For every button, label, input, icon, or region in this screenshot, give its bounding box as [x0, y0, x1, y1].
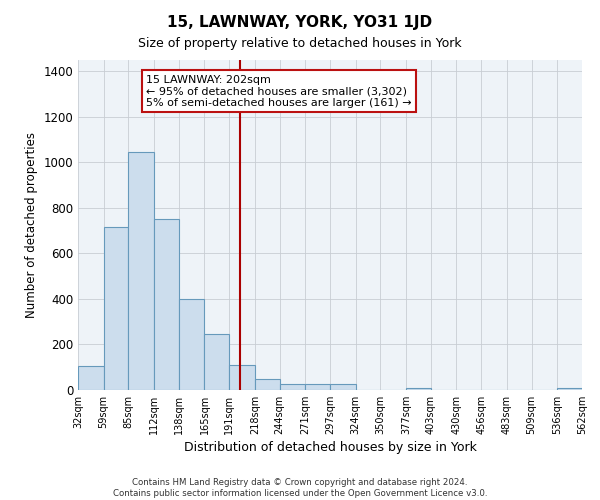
Text: Contains HM Land Registry data © Crown copyright and database right 2024.
Contai: Contains HM Land Registry data © Crown c… [113, 478, 487, 498]
Text: 15, LAWNWAY, YORK, YO31 1JD: 15, LAWNWAY, YORK, YO31 1JD [167, 15, 433, 30]
Bar [406, 388, 431, 390]
Bar [255, 378, 280, 390]
Bar [154, 220, 179, 390]
Bar [557, 388, 582, 390]
Text: 15 LAWNWAY: 202sqm
← 95% of detached houses are smaller (3,302)
5% of semi-detac: 15 LAWNWAY: 202sqm ← 95% of detached hou… [146, 75, 412, 108]
Text: Size of property relative to detached houses in York: Size of property relative to detached ho… [138, 38, 462, 51]
Bar [305, 384, 330, 390]
Bar [104, 226, 128, 390]
Bar [128, 152, 154, 390]
Bar [330, 384, 356, 390]
Bar [229, 365, 255, 390]
Y-axis label: Number of detached properties: Number of detached properties [25, 132, 38, 318]
Bar [205, 334, 229, 390]
Bar [78, 366, 104, 390]
Bar [280, 384, 305, 390]
X-axis label: Distribution of detached houses by size in York: Distribution of detached houses by size … [184, 441, 476, 454]
Bar [179, 299, 205, 390]
